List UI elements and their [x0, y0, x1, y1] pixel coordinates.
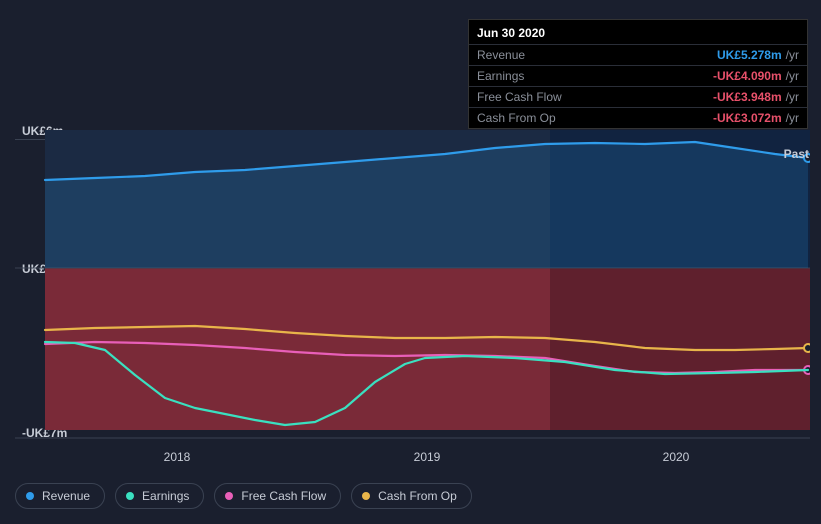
tooltip-unit: /yr — [786, 90, 799, 104]
tooltip-label: Free Cash Flow — [477, 90, 713, 104]
legend-dot-icon — [362, 492, 370, 500]
tooltip-row-fcf: Free Cash Flow -UK£3.948m /yr — [469, 86, 807, 107]
tooltip-row-cfo: Cash From Op -UK£3.072m /yr — [469, 107, 807, 128]
tooltip-row-earnings: Earnings -UK£4.090m /yr — [469, 65, 807, 86]
legend-label: Earnings — [142, 489, 189, 503]
legend-item-fcf[interactable]: Free Cash Flow — [214, 483, 341, 509]
legend-item-earnings[interactable]: Earnings — [115, 483, 204, 509]
legend-dot-icon — [26, 492, 34, 500]
x-axis-label: 2018 — [164, 450, 191, 464]
tooltip-value: -UK£4.090m — [713, 69, 782, 83]
legend: Revenue Earnings Free Cash Flow Cash Fro… — [15, 483, 472, 509]
legend-item-cfo[interactable]: Cash From Op — [351, 483, 472, 509]
tooltip-unit: /yr — [786, 111, 799, 125]
tooltip-label: Earnings — [477, 69, 713, 83]
tooltip-value: -UK£3.072m — [713, 111, 782, 125]
tooltip-label: Revenue — [477, 48, 717, 62]
tooltip-value: -UK£3.948m — [713, 90, 782, 104]
tooltip-unit: /yr — [786, 69, 799, 83]
legend-dot-icon — [126, 492, 134, 500]
legend-label: Free Cash Flow — [241, 489, 326, 503]
past-badge: Past — [784, 147, 809, 161]
line-chart[interactable] — [15, 120, 810, 446]
legend-label: Revenue — [42, 489, 90, 503]
legend-label: Cash From Op — [378, 489, 457, 503]
hover-tooltip: Jun 30 2020 Revenue UK£5.278m /yr Earnin… — [468, 19, 808, 129]
tooltip-row-revenue: Revenue UK£5.278m /yr — [469, 44, 807, 65]
legend-item-revenue[interactable]: Revenue — [15, 483, 105, 509]
tooltip-date: Jun 30 2020 — [469, 20, 807, 44]
legend-dot-icon — [225, 492, 233, 500]
tooltip-label: Cash From Op — [477, 111, 713, 125]
tooltip-unit: /yr — [786, 48, 799, 62]
chart-container: Jun 30 2020 Revenue UK£5.278m /yr Earnin… — [0, 0, 821, 524]
x-axis-label: 2019 — [414, 450, 441, 464]
tooltip-value: UK£5.278m — [717, 48, 782, 62]
x-axis-label: 2020 — [663, 450, 690, 464]
